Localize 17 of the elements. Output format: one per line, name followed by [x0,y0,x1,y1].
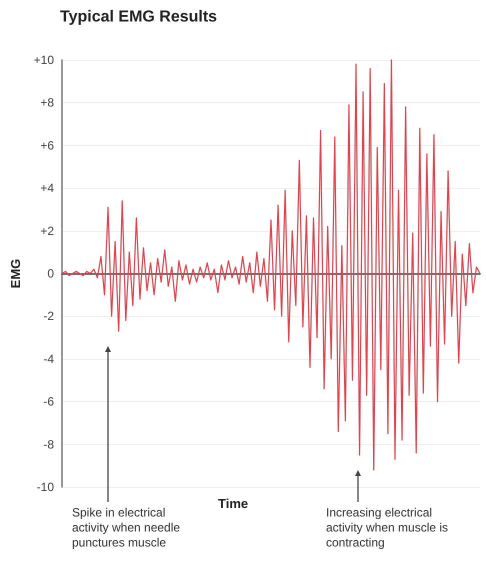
line-series [61,59,481,471]
y-axis-title: EMG [8,258,23,288]
y-tick-label: -4 [43,352,54,366]
y-tick-label: -2 [43,309,54,324]
y-tick-label: 0 [47,266,54,280]
y-tick-label: +2 [40,224,54,238]
x-axis-title: Time [218,496,248,511]
y-tick-label: +10 [34,53,54,67]
y-tick-label: +4 [40,181,54,196]
y-tick-label: -10 [36,480,54,494]
text: Increasing electrical activity when muscle is contracting [326,506,452,550]
chart-title: Typical EMG Results [60,8,218,26]
y-tick-label: -6 [43,394,54,409]
y-tick-label: -8 [43,437,54,452]
y-tick-label: +8 [40,96,54,110]
y-tick-label: +6 [40,138,54,152]
text: Spike in electrical activity when needle punctures muscle [72,506,184,550]
